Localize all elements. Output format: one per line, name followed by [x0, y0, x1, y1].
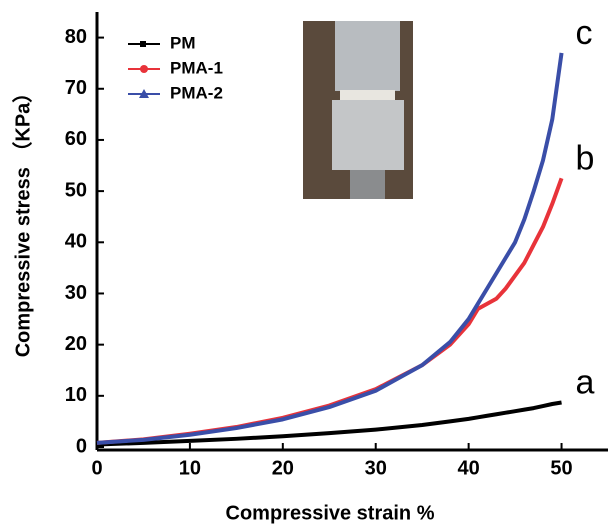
series-line	[96, 52, 564, 445]
curve-annotation: b	[576, 139, 595, 177]
legend-label: PMA-2	[170, 83, 223, 102]
y-tick-label: 0	[76, 435, 87, 457]
photo-platen	[335, 21, 400, 91]
y-axis-label: Compressive stress （KPa）	[11, 83, 34, 358]
y-tick-label: 30	[65, 282, 87, 304]
photo-sample	[340, 90, 395, 100]
legend-marker	[140, 65, 148, 73]
y-tick-label: 40	[65, 231, 87, 253]
y-tick-label: 70	[65, 77, 87, 99]
curve-annotation: a	[576, 363, 595, 401]
x-tick-label: 30	[365, 457, 387, 479]
x-tick-label: 20	[272, 457, 294, 479]
x-tick-label: 0	[91, 457, 102, 479]
x-axis-label: Compressive strain %	[226, 502, 435, 524]
series-line	[96, 400, 562, 447]
legend-marker	[140, 41, 146, 47]
legend-marker	[139, 89, 149, 98]
y-tick-label: 60	[65, 128, 87, 150]
curve-annotation: c	[576, 14, 593, 52]
legend-label: PM	[170, 33, 196, 52]
y-tick-label: 80	[65, 26, 87, 48]
y-tick-label: 50	[65, 179, 87, 201]
inset-photo	[303, 21, 413, 199]
legend-label: PMA-1	[170, 58, 223, 77]
y-tick-label: 10	[65, 384, 87, 406]
photo-base	[350, 170, 385, 199]
photo-platen	[332, 100, 404, 170]
x-tick-label: 50	[550, 457, 572, 479]
series-line	[96, 177, 564, 445]
x-tick-label: 10	[179, 457, 201, 479]
x-tick-label: 40	[458, 457, 480, 479]
y-tick-label: 20	[65, 333, 87, 355]
